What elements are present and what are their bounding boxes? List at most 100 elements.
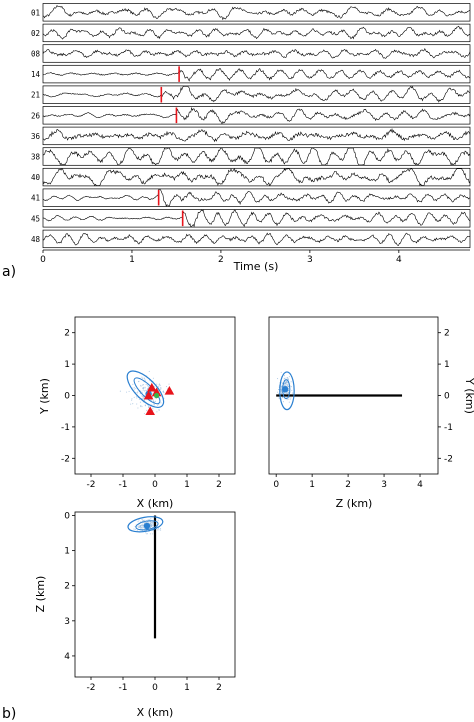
zy-xlabel: Z (km) <box>336 497 373 510</box>
station-label-14: 14 <box>31 70 41 79</box>
xy-scatter-point <box>158 386 160 388</box>
station-label-40: 40 <box>31 173 41 182</box>
waveform-traces: 01 02 08 14 21 26 36 38 40 41 45 48 <box>31 3 471 249</box>
xy-scatter-point <box>142 386 145 388</box>
waveform-40 <box>42 167 471 187</box>
zy-scatter-point <box>290 386 292 388</box>
station-triangle-0 <box>147 382 157 392</box>
xy-scatter-point <box>142 396 144 398</box>
xy-scatter-point <box>128 390 130 392</box>
xy-scatter-point <box>147 387 149 390</box>
location-panel: -2 -1 0 1 2 2 1 0 -1 -2 0 1 2 3 4 2 1 0 -1 -2 -2 -1 0 1 2 0 1 2 3 4 X… <box>2 316 474 722</box>
waveform-38 <box>42 147 471 166</box>
xz-scatter-point <box>141 527 143 529</box>
xz-scatter-point <box>159 528 162 530</box>
trace-box-02 <box>42 23 471 43</box>
panel-label-b: b) <box>2 706 16 722</box>
xz-scatter-point <box>142 528 144 530</box>
xz-ytick-label-4: 4 <box>64 652 70 662</box>
waveform-01 <box>42 5 471 21</box>
zy-ytick-label--2: -2 <box>444 454 453 464</box>
xy-scatter-point <box>143 413 145 415</box>
xy-scatter-point <box>148 406 150 408</box>
zy-ellipse-outer <box>279 371 295 411</box>
xz-scatter-point <box>149 533 151 535</box>
xz-xtick-label-0: 0 <box>152 683 158 693</box>
xy-scatter-point <box>132 387 134 389</box>
xz-scatter-point <box>136 530 138 532</box>
xz-scatter-point <box>150 521 152 523</box>
zy-scatter-point <box>285 380 287 382</box>
xy-scatter-point <box>156 383 158 385</box>
zy-scatter-point <box>285 396 287 399</box>
xy-scatter-point <box>137 391 139 393</box>
xy-scatter-point <box>119 390 121 392</box>
zy-scatter-point <box>281 392 283 394</box>
zy-scatter-point <box>281 382 283 384</box>
xz-scatter-point <box>160 529 162 531</box>
xy-ytick-label--1: -1 <box>61 423 70 433</box>
xz-scatter-point <box>134 528 136 530</box>
xy-scatter-point <box>141 395 143 397</box>
zy-ytick-label--1: -1 <box>444 423 453 433</box>
xy-scatter-point <box>146 384 149 386</box>
zy-scatter-point <box>283 377 285 380</box>
xy-scatter-point <box>160 386 162 388</box>
xz-scatter-point <box>147 521 149 523</box>
xy-scatter-point <box>131 399 133 401</box>
zy-scatter-point <box>286 384 288 386</box>
zy-scatter-point <box>281 396 283 398</box>
zy-scatter-point <box>281 398 283 400</box>
trace-box-48 <box>42 229 471 249</box>
xz-scatter-point <box>152 525 154 527</box>
time-axis-label: Time (s) <box>233 260 279 273</box>
xy-scatter-point <box>162 391 164 393</box>
xz-ellipse-outer <box>127 516 164 533</box>
zy-scatter-point <box>290 381 292 383</box>
trace-box-40 <box>42 167 471 187</box>
xz-scatter-point <box>141 519 143 521</box>
xz-scatter-point <box>151 522 153 524</box>
zy-scatter-point <box>286 377 288 379</box>
xz-ytick-label-2: 2 <box>64 582 70 592</box>
xy-scatter-point <box>143 377 145 379</box>
xy-scatter-point <box>158 409 160 411</box>
xy-scatter-point <box>152 399 154 401</box>
station-triangle-4 <box>145 406 155 416</box>
zy-xtick-label-2: 2 <box>345 480 351 490</box>
xz-xtick-label--2: -2 <box>87 683 96 693</box>
xy-scatter-point <box>130 403 132 405</box>
xy-scatter-point <box>140 405 142 407</box>
xy-xlabel: X (km) <box>137 497 174 510</box>
waveform-time-axis: 0 1 2 3 4 <box>40 249 470 265</box>
xy-scatter-point <box>125 391 128 393</box>
xz-scatter-point <box>152 533 154 535</box>
waveform-36 <box>42 127 471 143</box>
waveform-45 <box>42 209 471 228</box>
xz-scatter-point <box>152 523 154 525</box>
panel-label-a: a) <box>2 264 16 280</box>
trace-box-26 <box>42 106 471 125</box>
xy-scatter-point <box>131 398 133 400</box>
zy-ytick-label-2: 2 <box>444 329 450 339</box>
trace-box-41 <box>42 188 471 207</box>
xy-scatter-point <box>151 404 153 406</box>
xy-scatter-point <box>139 401 141 403</box>
xy-scatter-point <box>159 384 161 386</box>
xy-scatter-point <box>141 376 143 378</box>
station-triangle-3 <box>164 385 175 395</box>
zy-scatter-point <box>283 375 285 377</box>
xz-scatter-point <box>133 528 135 530</box>
xz-scatter-point <box>149 523 152 525</box>
xz-scatter-point <box>149 524 151 526</box>
time-tick-label-2: 2 <box>218 255 224 265</box>
xy-green-marker <box>154 392 160 399</box>
zy-scatter-point <box>277 391 279 393</box>
xy-xtick-label--2: -2 <box>87 480 96 490</box>
xz-ytick-label-1: 1 <box>64 547 70 557</box>
zy-scatter-point <box>280 371 282 373</box>
xz-scatter-point <box>143 522 145 525</box>
zy-ylabel: Y (km) <box>463 377 474 414</box>
xy-scatter-point <box>145 383 147 386</box>
xz-scatter-point <box>150 518 152 520</box>
